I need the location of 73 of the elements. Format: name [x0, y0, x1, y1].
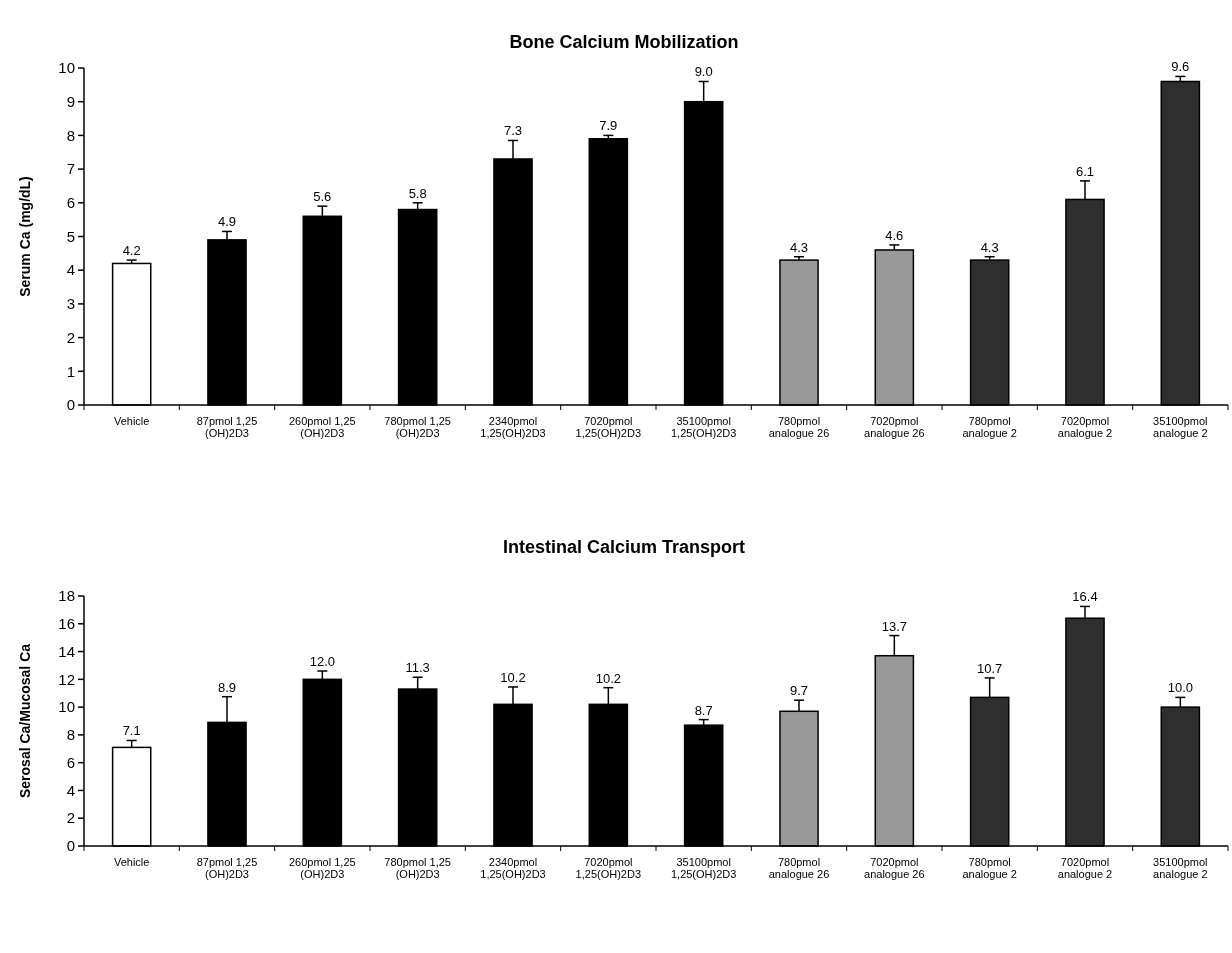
y-tick-label: 4: [66, 781, 75, 799]
y-tick-label: 14: [58, 642, 75, 660]
data-label: 6.1: [1075, 163, 1095, 179]
x-tick-label: 260pmol 1,25 (OH)2D3: [289, 856, 356, 880]
x-tick-label: 7020pmol analogue 26: [864, 856, 925, 880]
y-tick-label: 0: [66, 396, 75, 414]
x-tick-label: 780pmol analogue 2: [962, 856, 1017, 880]
y-tick-label: 2: [66, 809, 75, 827]
data-label: 4.6: [885, 227, 904, 243]
y-tick-label: 6: [66, 753, 75, 771]
data-label: 4.3: [980, 239, 999, 255]
x-tick-label: 7020pmol analogue 2: [1057, 856, 1113, 880]
x-tick-label: 780pmol 1,25 (OH)2D3: [384, 415, 451, 439]
x-tick-label: 780pmol analogue 26: [768, 856, 830, 880]
data-label: 7.3: [503, 123, 523, 139]
y-tick-label: 8: [66, 126, 75, 144]
y-tick-label: 8: [66, 726, 75, 744]
y-tick-label: 18: [58, 587, 75, 605]
x-tick-label: 35100pmol analogue 2: [1153, 415, 1208, 439]
x-tick-label: 780pmol analogue 26: [768, 415, 830, 439]
y-tick-label: 3: [66, 295, 75, 313]
y-tick-label: 10: [58, 698, 75, 716]
x-tick-label: Vehicle: [113, 856, 150, 868]
y-tick-label: 16: [58, 615, 75, 633]
x-tick-label: 780pmol analogue 2: [962, 415, 1017, 439]
y-axis-title: Serum Ca (mg/dL): [17, 176, 33, 297]
data-label: 8.9: [217, 679, 237, 695]
y-tick-label: 2: [66, 328, 75, 346]
y-tick-label: 1: [66, 362, 75, 380]
data-label: 9.0: [694, 64, 713, 80]
x-tick-label: 780pmol 1,25 (OH)2D3: [384, 856, 451, 880]
data-label: 16.4: [1072, 589, 1098, 605]
data-label: 13.7: [881, 618, 907, 634]
x-tick-label: 2340pmol 1,25(OH)2D3: [480, 415, 546, 439]
y-tick-label: 4: [66, 261, 75, 279]
data-label: 4.9: [217, 214, 237, 230]
data-label: 11.3: [405, 660, 430, 676]
x-tick-label: 87pmol 1,25 (OH)2D3: [196, 856, 258, 880]
y-tick-label: 12: [58, 670, 75, 688]
data-label: 5.6: [313, 189, 332, 205]
data-label: 12.0: [309, 654, 335, 669]
data-label: 10.2: [595, 670, 621, 686]
x-tick-label: Vehicle: [113, 415, 150, 427]
data-label: 7.1: [122, 723, 141, 739]
y-tick-label: 6: [66, 194, 75, 212]
x-tick-label: 260pmol 1,25 (OH)2D3: [289, 415, 356, 439]
x-tick-label: 7020pmol analogue 26: [864, 415, 925, 439]
data-label: 9.7: [789, 683, 809, 699]
chart-title: Intestinal Calcium Transport: [502, 537, 746, 557]
y-tick-label: 5: [66, 227, 75, 245]
data-label: 10.7: [977, 660, 1003, 676]
data-label: 10.0: [1167, 680, 1193, 696]
data-label: 9.6: [1171, 59, 1190, 75]
x-tick-label: 2340pmol 1,25(OH)2D3: [480, 856, 546, 880]
x-tick-label: 35100pmol 1,25(OH)2D3: [670, 856, 737, 880]
data-label: 8.7: [694, 702, 713, 718]
y-tick-label: 0: [66, 837, 75, 855]
y-tick-label: 9: [66, 92, 75, 110]
data-label: 7.9: [599, 118, 618, 134]
data-label: 4.2: [122, 243, 141, 259]
y-axis-title: Serosal Ca/Mucosal Ca: [17, 643, 33, 799]
x-tick-label: 7020pmol analogue 2: [1057, 415, 1113, 439]
x-tick-label: 7020pmol 1,25(OH)2D3: [575, 415, 642, 439]
x-tick-label: 7020pmol 1,25(OH)2D3: [575, 856, 642, 880]
y-tick-label: 7: [66, 160, 75, 178]
data-label: 4.3: [789, 239, 809, 255]
chart-title: Bone Calcium Mobilization: [509, 32, 739, 52]
x-tick-label: 35100pmol 1,25(OH)2D3: [670, 415, 737, 439]
x-tick-label: 87pmol 1,25 (OH)2D3: [196, 415, 258, 439]
y-tick-label: 10: [58, 59, 75, 77]
data-label: 10.2: [500, 669, 526, 685]
x-tick-label: 35100pmol analogue 2: [1153, 856, 1208, 880]
data-label: 5.8: [408, 185, 427, 201]
